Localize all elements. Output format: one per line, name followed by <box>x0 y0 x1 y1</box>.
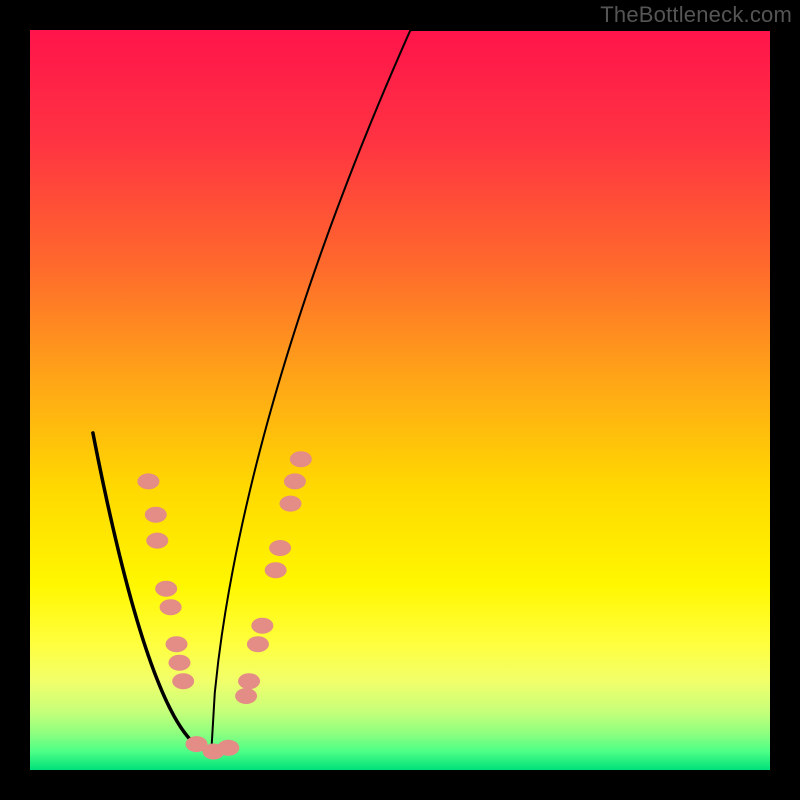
data-marker <box>145 507 167 523</box>
data-marker <box>217 740 239 756</box>
data-marker <box>284 473 306 489</box>
data-marker <box>247 636 269 652</box>
data-marker <box>251 618 273 634</box>
data-marker <box>238 673 260 689</box>
data-marker <box>265 562 287 578</box>
data-marker <box>146 533 168 549</box>
chart-stage: TheBottleneck.com <box>0 0 800 800</box>
plot-background <box>30 30 770 770</box>
data-marker <box>137 473 159 489</box>
data-marker <box>166 636 188 652</box>
data-marker <box>160 599 182 615</box>
data-marker <box>168 655 190 671</box>
data-marker <box>155 581 177 597</box>
data-marker <box>269 540 291 556</box>
data-marker <box>235 688 257 704</box>
data-marker <box>290 451 312 467</box>
data-marker <box>279 496 301 512</box>
data-marker <box>172 673 194 689</box>
chart-svg <box>0 0 800 800</box>
